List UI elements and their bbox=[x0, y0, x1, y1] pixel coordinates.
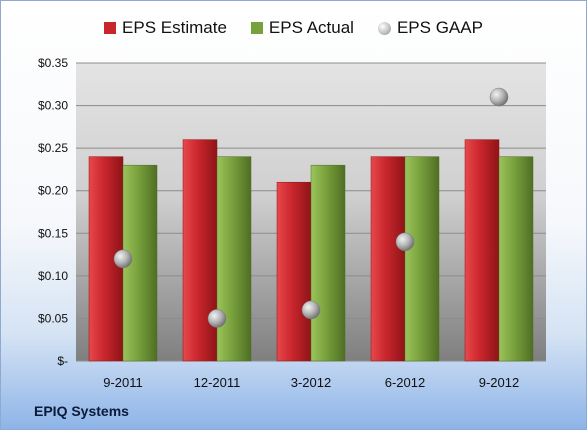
legend: EPS Estimate EPS Actual EPS GAAP bbox=[1, 18, 586, 38]
bar-eps-actual bbox=[216, 156, 252, 362]
bar-eps-estimate bbox=[276, 181, 312, 362]
legend-item-eps-gaap: EPS GAAP bbox=[377, 18, 483, 38]
point-eps-gaap bbox=[395, 232, 415, 252]
x-tick-label: 9-2012 bbox=[479, 375, 519, 390]
x-tick-label: 3-2012 bbox=[291, 375, 331, 390]
bar-eps-estimate bbox=[370, 156, 406, 362]
bar-eps-actual bbox=[404, 156, 440, 362]
y-tick-label: $0.15 bbox=[38, 226, 68, 240]
y-tick-label: $0.10 bbox=[38, 269, 68, 283]
legend-label-gaap: EPS GAAP bbox=[396, 18, 483, 37]
legend-label-actual: EPS Actual bbox=[268, 18, 354, 37]
y-tick-label: $0.20 bbox=[38, 184, 68, 198]
bar-series bbox=[88, 139, 534, 362]
y-tick-label: $0.35 bbox=[38, 56, 68, 70]
y-axis-ticks: $- $0.05 $0.10 $0.15 $0.20 $0.25 $0.30 $0.35 bbox=[38, 56, 68, 368]
point-eps-gaap bbox=[207, 309, 227, 328]
bar-eps-actual bbox=[310, 164, 346, 362]
y-tick-label: $- bbox=[57, 354, 68, 368]
x-axis-ticks: 9-2011 12-2011 3-2012 6-2012 9-2012 bbox=[103, 375, 519, 390]
bar-eps-estimate bbox=[182, 139, 218, 362]
bar-eps-estimate bbox=[464, 139, 500, 362]
legend-item-eps-actual: EPS Actual bbox=[250, 18, 354, 38]
point-eps-gaap bbox=[113, 249, 133, 269]
legend-swatch-estimate bbox=[104, 22, 117, 34]
legend-swatch-actual bbox=[250, 22, 263, 34]
y-tick-label: $0.05 bbox=[38, 311, 68, 325]
y-tick-label: $0.25 bbox=[38, 141, 68, 155]
gaap-points bbox=[113, 87, 509, 328]
legend-swatch-gaap bbox=[377, 21, 391, 35]
company-name: EPIQ Systems bbox=[34, 403, 129, 419]
legend-label-estimate: EPS Estimate bbox=[122, 18, 227, 37]
x-tick-label: 6-2012 bbox=[385, 375, 425, 390]
y-tick-label: $0.30 bbox=[38, 99, 68, 113]
legend-item-eps-estimate: EPS Estimate bbox=[104, 18, 227, 38]
point-eps-gaap bbox=[301, 300, 321, 320]
x-tick-label: 9-2011 bbox=[103, 375, 143, 390]
point-eps-gaap bbox=[489, 87, 509, 107]
bar-eps-actual bbox=[498, 156, 534, 362]
x-tick-label: 12-2011 bbox=[194, 375, 241, 390]
